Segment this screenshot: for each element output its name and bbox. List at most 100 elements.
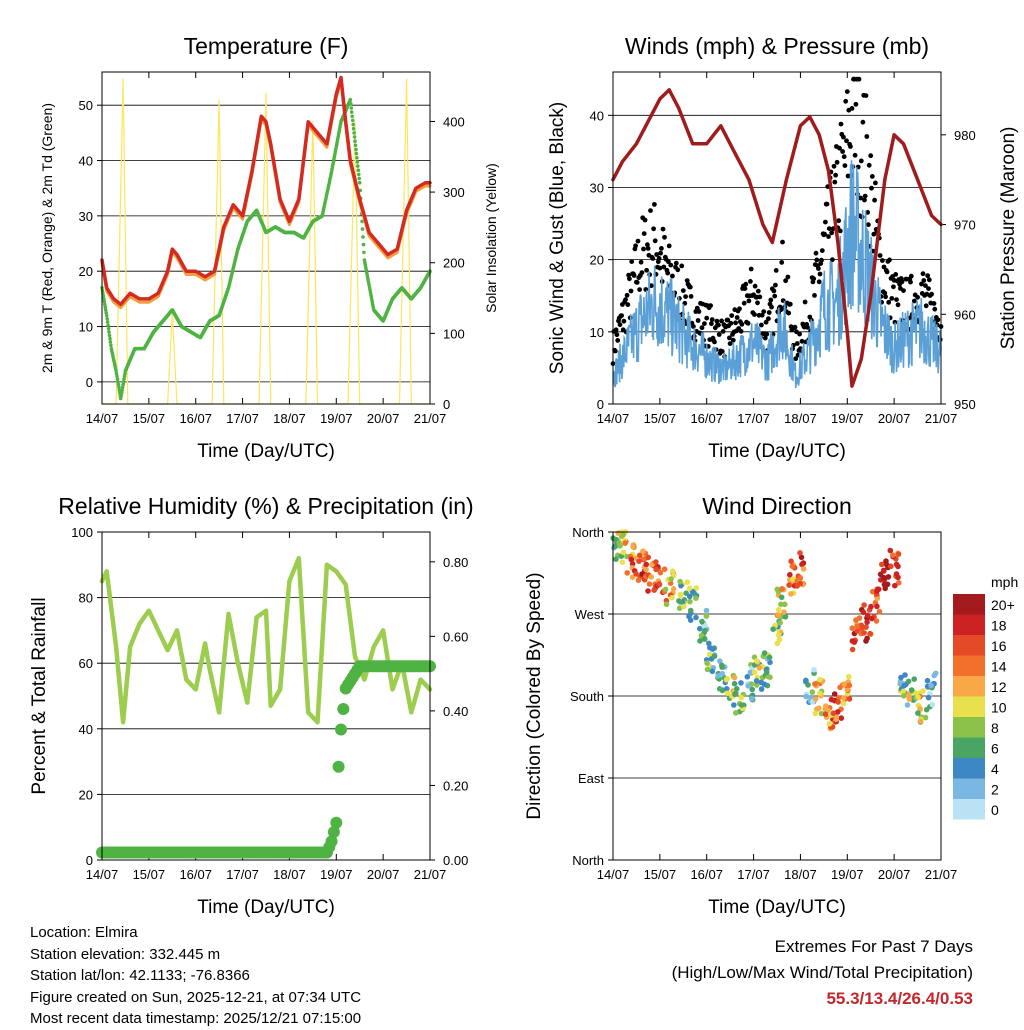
gust-point xyxy=(656,256,662,261)
gust-point xyxy=(748,279,753,284)
direction-point xyxy=(749,686,755,693)
direction-point xyxy=(849,638,856,644)
gust-point xyxy=(863,93,869,98)
gust-point xyxy=(805,324,810,330)
gust-point xyxy=(912,298,917,304)
direction-xlabel: Time (Day/UTC) xyxy=(708,897,846,918)
gust-point xyxy=(881,264,887,270)
gust-point xyxy=(836,218,842,224)
direction-point xyxy=(917,706,923,712)
direction-point xyxy=(619,559,626,565)
direction-point xyxy=(706,640,712,647)
gust-point xyxy=(772,293,778,299)
direction-point xyxy=(686,593,693,600)
y-tick-label: 100 xyxy=(71,525,93,540)
gust-point xyxy=(852,152,858,158)
gust-point xyxy=(752,312,757,317)
x-tick-label: 15/07 xyxy=(133,867,166,882)
direction-point xyxy=(826,721,833,727)
gust-point xyxy=(621,318,627,324)
gust-point xyxy=(613,327,619,333)
direction-point xyxy=(782,601,788,608)
gust-point xyxy=(833,172,838,178)
gust-point xyxy=(832,179,838,185)
direction-point xyxy=(902,672,908,678)
direction-point xyxy=(645,588,651,594)
temperature-ylabel: 2m & 9m T (Red, Orange) & 2m Td (Green) xyxy=(39,103,55,373)
y-tick-label: East xyxy=(578,771,604,786)
gust-point xyxy=(841,134,846,140)
dewpoint-point xyxy=(351,126,356,131)
gust-point xyxy=(923,303,929,309)
gust-point xyxy=(714,318,720,324)
dewpoint-point xyxy=(121,382,125,387)
gust-point xyxy=(883,294,888,300)
dewpoint-point xyxy=(107,333,112,338)
x-tick-label: 18/07 xyxy=(784,411,817,426)
dewpoint-point xyxy=(107,330,111,334)
y-tick-label: 0 xyxy=(597,397,604,412)
precip-point xyxy=(332,760,345,773)
gust-point xyxy=(834,159,840,165)
dewpoint-point xyxy=(103,302,107,307)
direction-point xyxy=(629,574,636,580)
direction-point xyxy=(693,595,699,601)
gust-point xyxy=(761,309,767,314)
x-tick-label: 17/07 xyxy=(737,411,770,426)
x-tick-label: 17/07 xyxy=(226,411,259,426)
gust-point xyxy=(802,299,808,305)
gust-point xyxy=(683,294,688,299)
direction-point xyxy=(864,612,871,619)
x-tick-label: 20/07 xyxy=(367,867,400,882)
y-tick-label: 0 xyxy=(86,853,93,868)
gust-point xyxy=(816,266,821,271)
direction-point xyxy=(668,576,674,582)
direction-point xyxy=(704,666,711,673)
direction-point xyxy=(854,623,861,630)
direction-point xyxy=(798,554,805,561)
gust-point xyxy=(624,292,630,298)
gust-point xyxy=(884,269,890,275)
humidity-ylabel: Percent & Total Rainfall xyxy=(29,597,50,794)
x-tick-label: 15/07 xyxy=(644,867,677,882)
gust-point xyxy=(869,174,875,179)
gust-point xyxy=(925,273,931,279)
gust-point xyxy=(657,265,663,271)
direction-point xyxy=(874,595,881,602)
gust-point xyxy=(631,273,637,278)
dewpoint-point xyxy=(103,308,108,312)
sonic-series xyxy=(612,160,942,389)
direction-point xyxy=(915,694,921,700)
direction-point xyxy=(766,654,773,661)
x-tick-label: 19/07 xyxy=(831,411,864,426)
latlon-line: Station lat/lon: 42.1133; -76.8366 xyxy=(30,967,250,984)
precip-point xyxy=(335,723,347,736)
legend-label: 18 xyxy=(991,618,1007,634)
direction-point xyxy=(697,625,703,632)
dewpoint-point xyxy=(108,336,112,341)
direction-panel: Wind Direction Time (Day/UTC) 14/07 15/07 16… xyxy=(524,493,957,918)
dewpoint-point xyxy=(119,393,123,398)
gust-point xyxy=(895,302,901,308)
dewpoint-point xyxy=(349,110,354,114)
gust-point xyxy=(919,281,924,287)
gust-point xyxy=(926,277,932,283)
direction-point xyxy=(635,577,642,583)
dewpoint-point xyxy=(103,305,108,310)
y-tick-label: South xyxy=(570,689,604,704)
direction-point xyxy=(874,588,880,594)
direction-point xyxy=(612,543,619,550)
x-tick-label: 16/07 xyxy=(690,867,723,882)
direction-point xyxy=(704,660,710,666)
direction-point xyxy=(753,682,760,688)
direction-point xyxy=(786,582,792,588)
gust-point xyxy=(627,276,632,282)
direction-point xyxy=(859,625,866,631)
direction-point xyxy=(844,691,851,697)
legend-label: 4 xyxy=(991,761,999,777)
legend-swatch xyxy=(953,737,985,758)
gust-point xyxy=(813,250,819,256)
gust-point xyxy=(797,331,802,337)
x-tick-label: 16/07 xyxy=(179,867,212,882)
gust-point xyxy=(660,226,666,232)
